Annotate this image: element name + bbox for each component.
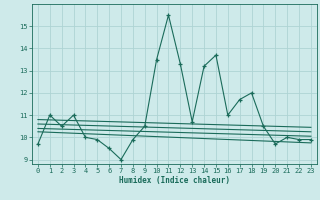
X-axis label: Humidex (Indice chaleur): Humidex (Indice chaleur) [119, 176, 230, 185]
